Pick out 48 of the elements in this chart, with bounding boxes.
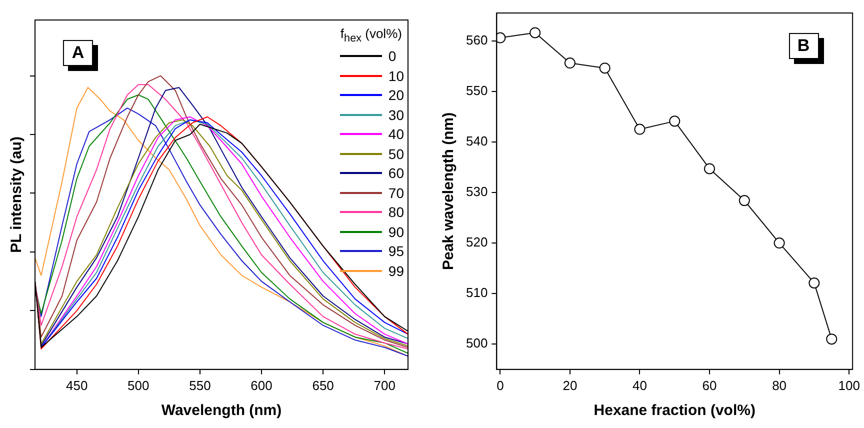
x-tick-label: 40 <box>632 378 647 393</box>
y-tick-label: 550 <box>466 82 488 98</box>
y-tick-label: 500 <box>466 336 488 351</box>
legend-label: 0 <box>388 48 396 64</box>
x-tick-label: 600 <box>250 378 272 393</box>
y-axis-title: PL intensity (au) <box>8 136 26 253</box>
legend-label: 80 <box>388 204 404 220</box>
point <box>634 124 646 135</box>
annotation: B <box>788 33 819 59</box>
y-tick-label: 520 <box>466 234 488 250</box>
y-tick-label: 560 <box>466 32 488 48</box>
point <box>826 334 838 345</box>
legend-label: 95 <box>388 243 404 260</box>
legend-label: 70 <box>388 184 404 201</box>
x-tick-label: 20 <box>562 378 578 393</box>
x-axis-title: Hexane fraction (vol%) <box>594 402 756 420</box>
point <box>774 238 785 249</box>
legend-title: f$_{hex}$ (vol%) <box>340 26 403 45</box>
point <box>530 27 541 38</box>
x-tick-label: 700 <box>374 378 396 393</box>
x-tick-label: 500 <box>128 378 150 393</box>
x-tick-label: 100 <box>838 378 860 393</box>
x-tick-label: 550 <box>189 378 211 393</box>
legend-label: 30 <box>388 106 404 123</box>
legend-label: 20 <box>388 87 404 104</box>
point <box>738 195 750 206</box>
point <box>599 62 610 74</box>
y-tick-label: 540 <box>466 133 488 148</box>
x-tick-label: 450 <box>66 378 88 393</box>
x-tick-label: 80 <box>772 378 787 393</box>
point <box>564 58 576 69</box>
legend-label: 90 <box>388 224 404 240</box>
point <box>704 163 716 174</box>
x-tick-label: 650 <box>312 378 334 393</box>
legend-label: 50 <box>388 146 404 162</box>
x-tick-label: 60 <box>702 378 717 393</box>
text: A <box>63 40 93 66</box>
legend-label: 60 <box>388 165 404 182</box>
point <box>669 116 680 127</box>
x-tick-label: 0 <box>496 378 504 393</box>
legend-label: 10 <box>388 68 404 84</box>
point <box>808 277 820 288</box>
legend-label: 40 <box>388 126 404 142</box>
y-axis-title: Peak wavelength (nm) <box>440 112 458 270</box>
y-tick-label: 530 <box>466 184 488 200</box>
x-axis-title: Wavelength (nm) <box>161 402 282 420</box>
y-tick-label: 510 <box>466 285 488 300</box>
legend-label: 99 <box>388 262 404 279</box>
